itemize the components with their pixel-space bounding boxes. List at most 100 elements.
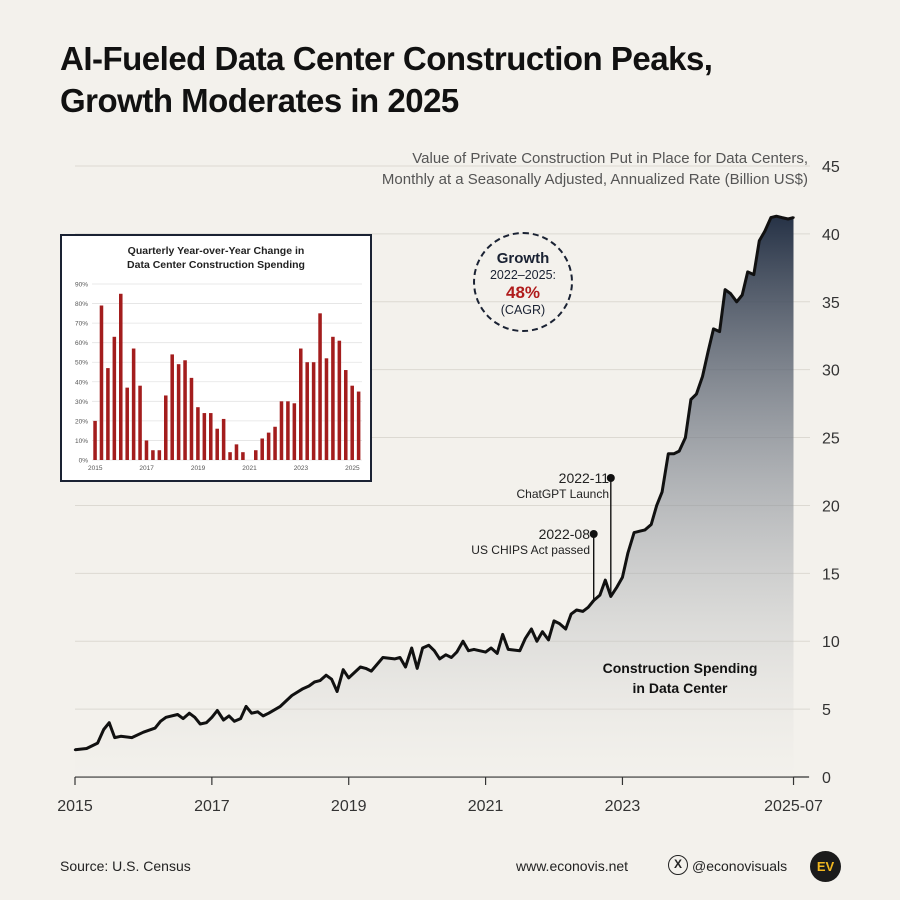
growth-period: 2022–2025: bbox=[489, 268, 557, 282]
inset-bar bbox=[131, 348, 136, 460]
data-point bbox=[660, 490, 664, 494]
annotation-markers bbox=[589, 474, 615, 601]
data-point bbox=[678, 449, 681, 453]
inset-bar bbox=[234, 444, 239, 460]
inset-y-tick-label: 0% bbox=[79, 458, 89, 465]
x-tick-label: 2021 bbox=[468, 798, 504, 815]
data-point bbox=[85, 747, 88, 750]
data-point bbox=[598, 593, 602, 597]
data-point bbox=[723, 288, 727, 291]
y-tick-label: 0 bbox=[822, 770, 831, 787]
inset-bar bbox=[305, 362, 309, 460]
data-point bbox=[763, 229, 766, 233]
data-point bbox=[410, 646, 413, 650]
annotation-chips-label: US CHIPS Act passed bbox=[471, 543, 590, 557]
data-point bbox=[290, 694, 294, 697]
inset-bar bbox=[228, 452, 232, 460]
inset-bar bbox=[196, 407, 200, 460]
inset-bar bbox=[170, 354, 174, 460]
data-point bbox=[741, 293, 744, 297]
data-point bbox=[244, 705, 248, 708]
footer-website-link[interactable]: www.econovis.net bbox=[516, 858, 629, 874]
inset-bar bbox=[279, 401, 284, 460]
data-point bbox=[530, 627, 533, 631]
area-label-line-2: in Data Center bbox=[632, 680, 728, 696]
data-point bbox=[472, 648, 476, 651]
y-tick-label: 10 bbox=[822, 634, 840, 651]
data-point bbox=[450, 656, 453, 659]
y-tick-label: 5 bbox=[822, 702, 831, 719]
data-point bbox=[792, 216, 795, 219]
data-point bbox=[102, 728, 105, 731]
annotation-chips-act: 2022-08 US CHIPS Act passed bbox=[471, 526, 590, 558]
inset-bar bbox=[99, 305, 104, 460]
data-point bbox=[638, 530, 641, 533]
inset-bar bbox=[157, 450, 162, 460]
data-point bbox=[535, 640, 539, 643]
data-point bbox=[324, 673, 328, 677]
inset-bar bbox=[356, 391, 361, 460]
inset-y-tick-labels: 0% 10% 20% 30% 40% 50% 60% 70% 80% 90% bbox=[75, 282, 88, 465]
econovis-logo: EV bbox=[810, 851, 841, 882]
data-point bbox=[342, 668, 345, 671]
data-point bbox=[672, 452, 675, 456]
inset-bar-chart-svg: 0%10%20%30%40%50%60%70%80%90% 2015 2017 20… bbox=[75, 282, 362, 472]
data-point bbox=[205, 721, 208, 724]
inset-bar bbox=[350, 385, 354, 460]
data-point bbox=[415, 667, 419, 670]
data-point bbox=[541, 630, 544, 633]
inset-x-tick-label: 2025 bbox=[345, 465, 360, 472]
data-point bbox=[370, 669, 373, 673]
inset-x-tick-labels: 2015 2017 2019 2021 2023 2025 bbox=[88, 465, 360, 472]
footer-social-handle[interactable]: @econovisuals bbox=[692, 858, 788, 874]
data-point bbox=[626, 551, 630, 555]
data-point bbox=[227, 714, 231, 718]
data-point bbox=[113, 736, 116, 739]
data-point bbox=[604, 578, 607, 582]
data-point bbox=[393, 657, 396, 661]
data-point bbox=[501, 633, 504, 636]
data-point bbox=[96, 741, 99, 745]
data-point bbox=[655, 504, 658, 507]
inset-x-tick-label: 2015 bbox=[88, 465, 103, 472]
chart-title: AI-Fueled Data Center Construction Peaks… bbox=[60, 38, 820, 122]
annotation-chips-date: 2022-08 bbox=[538, 526, 590, 542]
subtitle-line-2: Monthly at a Seasonally Adjusted, Annual… bbox=[381, 171, 808, 188]
data-point bbox=[558, 622, 561, 625]
data-point bbox=[307, 684, 311, 688]
data-point bbox=[718, 330, 721, 333]
inset-title-line-1: Quarterly Year-over-Year Change in bbox=[127, 245, 305, 257]
data-point bbox=[256, 710, 259, 714]
data-point bbox=[489, 646, 493, 650]
chart-title-line-2: Growth Moderates in 2025 bbox=[60, 82, 459, 119]
data-point bbox=[159, 720, 162, 723]
inset-y-tick-label: 40% bbox=[75, 379, 88, 386]
data-point bbox=[359, 665, 362, 669]
y-tick-label: 15 bbox=[822, 566, 840, 583]
data-point bbox=[233, 720, 236, 723]
growth-unit: (CAGR) bbox=[500, 303, 546, 317]
data-point bbox=[547, 638, 550, 642]
inset-y-tick-label: 90% bbox=[75, 282, 88, 289]
annotation-dot bbox=[589, 530, 598, 538]
inset-y-tick-label: 70% bbox=[75, 321, 88, 328]
inset-bars bbox=[93, 293, 361, 460]
data-point bbox=[222, 718, 225, 722]
y-tick-labels: 0 5 10 15 20 25 30 35 40 45 bbox=[822, 159, 840, 787]
data-point bbox=[210, 716, 214, 719]
data-point bbox=[484, 650, 487, 654]
inset-y-tick-label: 30% bbox=[75, 399, 88, 406]
data-point bbox=[199, 722, 202, 726]
inset-bar bbox=[138, 385, 142, 460]
data-point bbox=[786, 217, 790, 221]
data-point bbox=[643, 528, 647, 532]
data-point bbox=[729, 292, 732, 295]
data-point bbox=[587, 606, 590, 609]
data-point bbox=[142, 730, 145, 734]
inset-y-tick-label: 10% bbox=[75, 438, 88, 445]
data-point bbox=[261, 714, 265, 718]
axes bbox=[74, 776, 809, 785]
inset-bar bbox=[215, 428, 219, 460]
inset-title-line-2: Data Center Construction Spending bbox=[127, 259, 305, 271]
